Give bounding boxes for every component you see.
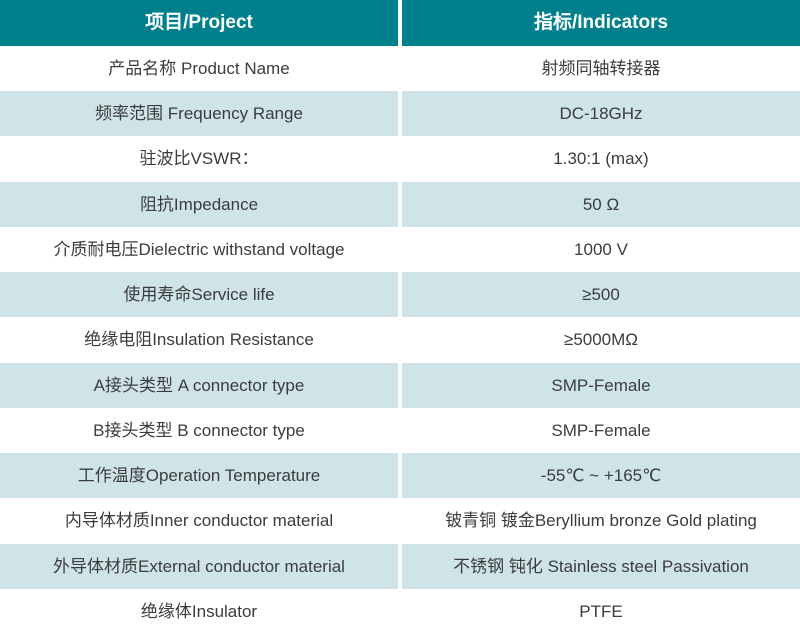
column-divider: [398, 91, 402, 137]
header-project-column: 项目/Project: [0, 0, 398, 46]
table-row: B接头类型 B connector type SMP-Female: [0, 407, 800, 454]
project-cell: 频率范围 Frequency Range: [0, 91, 398, 137]
project-cell: 绝缘电阻Insulation Resistance: [0, 317, 398, 363]
project-cell: A接头类型 A connector type: [0, 362, 398, 408]
project-cell: 产品名称 Product Name: [0, 46, 398, 92]
column-divider: [398, 498, 402, 544]
column-divider: [398, 543, 402, 589]
table-row: 绝缘体Insulator PTFE: [0, 588, 800, 634]
table-row: 驻波比VSWR： 1.30:1 (max): [0, 136, 800, 182]
indicator-cell: ≥500: [402, 272, 800, 318]
indicator-cell: 不锈钢 钝化 Stainless steel Passivation: [402, 543, 800, 589]
header-indicators-column: 指标/Indicators: [402, 0, 800, 46]
column-divider: [398, 136, 402, 182]
table-row: 绝缘电阻Insulation Resistance ≥5000MΩ: [0, 317, 800, 363]
table-row: 阻抗Impedance 50 Ω: [0, 181, 800, 227]
column-divider: [398, 362, 402, 408]
table-row: 使用寿命Service life ≥500: [0, 272, 800, 318]
column-divider: [398, 588, 402, 634]
indicator-cell: DC-18GHz: [402, 91, 800, 137]
project-cell: 工作温度Operation Temperature: [0, 453, 398, 499]
table-row: A接头类型 A connector type SMP-Female: [0, 362, 800, 408]
table-header-row: 项目/Project 指标/Indicators: [0, 0, 800, 46]
indicator-cell: SMP-Female: [402, 407, 800, 454]
project-cell: 阻抗Impedance: [0, 181, 398, 227]
project-cell: 绝缘体Insulator: [0, 588, 398, 634]
indicator-cell: 50 Ω: [402, 181, 800, 227]
indicator-cell: SMP-Female: [402, 362, 800, 408]
column-divider: [398, 226, 402, 273]
project-cell: 介质耐电压Dielectric withstand voltage: [0, 226, 398, 273]
column-divider: [398, 0, 402, 46]
project-cell: 使用寿命Service life: [0, 272, 398, 318]
column-divider: [398, 181, 402, 227]
table-row: 频率范围 Frequency Range DC-18GHz: [0, 91, 800, 137]
table-row: 产品名称 Product Name 射频同轴转接器: [0, 46, 800, 92]
column-divider: [398, 453, 402, 499]
project-cell: 内导体材质Inner conductor material: [0, 498, 398, 544]
project-cell: B接头类型 B connector type: [0, 407, 398, 454]
indicator-cell: 1.30:1 (max): [402, 136, 800, 182]
table-row: 工作温度Operation Temperature -55℃ ~ +165℃: [0, 453, 800, 499]
table-row: 介质耐电压Dielectric withstand voltage 1000 V: [0, 226, 800, 273]
indicator-cell: PTFE: [402, 588, 800, 634]
column-divider: [398, 317, 402, 363]
table-row: 内导体材质Inner conductor material 铍青铜 镀金Bery…: [0, 498, 800, 544]
table-body: 产品名称 Product Name 射频同轴转接器 频率范围 Frequency…: [0, 46, 800, 634]
indicator-cell: -55℃ ~ +165℃: [402, 453, 800, 499]
column-divider: [398, 407, 402, 454]
column-divider: [398, 46, 402, 92]
column-divider: [398, 272, 402, 318]
indicator-cell: ≥5000MΩ: [402, 317, 800, 363]
indicator-cell: 铍青铜 镀金Beryllium bronze Gold plating: [402, 498, 800, 544]
project-cell: 驻波比VSWR：: [0, 136, 398, 182]
project-cell: 外导体材质External conductor material: [0, 543, 398, 589]
indicator-cell: 射频同轴转接器: [402, 46, 800, 92]
indicator-cell: 1000 V: [402, 226, 800, 273]
table-row: 外导体材质External conductor material 不锈钢 钝化 …: [0, 543, 800, 589]
